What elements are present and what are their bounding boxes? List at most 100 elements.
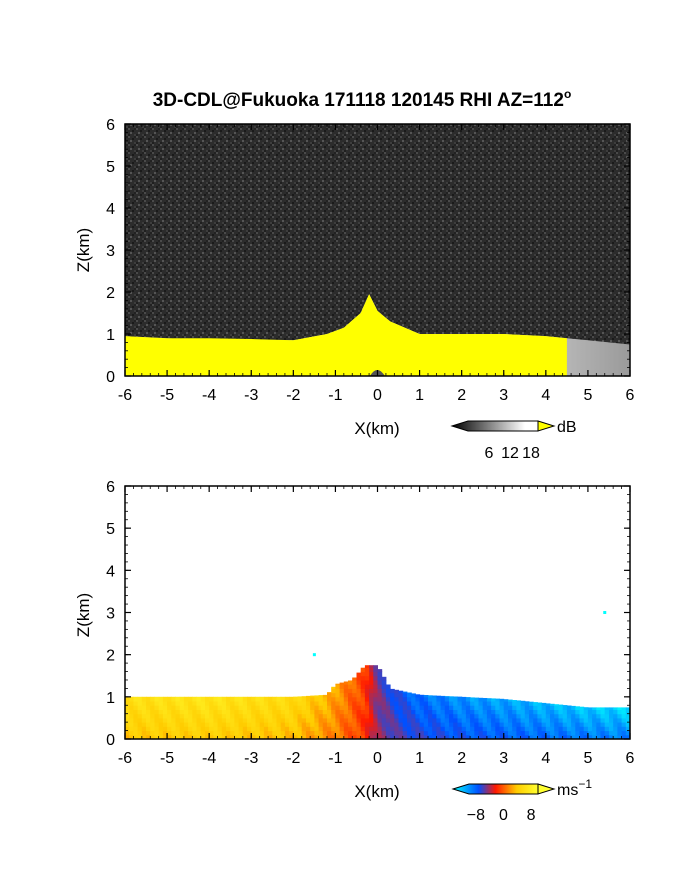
velocity-cell — [331, 734, 336, 739]
velocity-cell — [491, 713, 496, 719]
velocity-cell — [162, 709, 168, 715]
velocity-cell — [436, 713, 442, 719]
velocity-cell — [411, 722, 416, 727]
velocity-cell — [398, 696, 404, 702]
velocity-cell — [470, 705, 475, 710]
tick-group: -6 -5 -4 -3 -2 -1 0 1 2 3 4 5 6 0 1 2 3 4 5 6 — [106, 479, 634, 767]
velocity-cell — [377, 722, 383, 727]
velocity-cell — [436, 730, 442, 736]
velocity-cell — [516, 730, 522, 736]
velocity-cell — [348, 692, 353, 698]
velocity-cell — [162, 696, 168, 702]
velocity-cell — [583, 713, 589, 719]
velocity-cell — [432, 705, 437, 710]
velocity-cell — [154, 730, 160, 736]
velocity-cell — [205, 696, 210, 702]
velocity-cell — [516, 709, 522, 715]
velocity-cell — [310, 734, 315, 739]
velocity-cell — [529, 726, 534, 732]
velocity-cell — [259, 722, 265, 727]
velocity-cell — [390, 722, 395, 727]
velocity-cell — [453, 722, 458, 727]
velocity-cell — [348, 701, 353, 706]
velocity-cell — [293, 722, 298, 727]
velocity-cell — [470, 717, 475, 723]
velocity-cell — [306, 722, 311, 727]
velocity-cell — [385, 709, 391, 715]
velocity-cell — [562, 709, 568, 715]
velocity-cell — [402, 692, 408, 698]
velocity-cell — [402, 713, 408, 719]
velocity-cell — [369, 709, 374, 715]
velocity-cell — [503, 722, 509, 727]
velocity-cell — [499, 734, 505, 739]
velocity-cell — [465, 726, 471, 732]
velocity-cell — [272, 709, 277, 715]
velocity-cell — [263, 701, 269, 706]
velocity-cell — [583, 722, 589, 727]
velocity-cell — [609, 722, 614, 727]
velocity-cell — [137, 701, 143, 706]
velocity-cell — [609, 730, 614, 736]
velocity-cell — [373, 717, 378, 723]
velocity-cell — [440, 713, 446, 719]
velocity-cell — [369, 726, 374, 732]
velocity-cell — [221, 713, 227, 719]
velocity-cell — [604, 722, 610, 727]
velocity-cell — [272, 734, 277, 739]
velocity-cell — [289, 717, 294, 723]
velocity-cell — [364, 701, 370, 706]
velocity-cell — [449, 713, 454, 719]
velocity-cell — [419, 694, 425, 698]
y-tick-label: 3 — [106, 606, 115, 623]
velocity-cell — [150, 722, 155, 727]
velocity-cell — [381, 722, 387, 727]
velocity-cell — [171, 730, 176, 736]
velocity-cell — [457, 717, 463, 723]
velocity-cell — [449, 722, 454, 727]
velocity-cell — [411, 730, 416, 736]
x-tick-label: -2 — [286, 387, 300, 404]
velocity-cell — [432, 701, 437, 706]
colorbar: dB 6 12 18 — [450, 419, 577, 462]
velocity-cell — [381, 692, 387, 698]
y-axis-label: Z(km) — [74, 228, 93, 272]
velocity-cell — [209, 705, 214, 710]
velocity-cell — [428, 726, 433, 732]
velocity-cell — [183, 709, 189, 715]
velocity-cell — [394, 717, 399, 723]
velocity-cell — [440, 709, 446, 715]
velocity-cell — [491, 730, 496, 736]
velocity-cell — [377, 705, 383, 710]
velocity-cell — [293, 701, 298, 706]
velocity-cell — [167, 726, 172, 732]
velocity-cell — [343, 730, 349, 736]
velocity-cell — [238, 717, 244, 723]
velocity-cell — [352, 677, 357, 681]
velocity-cell — [600, 709, 606, 715]
velocity-cell — [205, 722, 210, 727]
velocity-cell — [360, 734, 366, 739]
velocity-cell — [537, 734, 543, 739]
velocity-cell — [331, 696, 336, 702]
velocity-cell — [339, 730, 345, 736]
velocity-cell — [621, 726, 627, 732]
velocity-cell — [419, 734, 425, 739]
velocity-cell — [230, 696, 235, 702]
velocity-cell — [369, 730, 374, 736]
velocity-cell — [339, 692, 345, 698]
velocity-cell — [503, 730, 509, 736]
velocity-cell — [293, 734, 298, 739]
velocity-cell — [394, 726, 399, 732]
velocity-cell — [364, 667, 370, 672]
velocity-cell — [348, 722, 353, 727]
velocity-cell — [360, 701, 366, 706]
velocity-cell — [251, 709, 256, 715]
velocity-cell — [352, 696, 357, 702]
velocity-cell — [621, 734, 627, 739]
velocity-cell — [137, 730, 143, 736]
velocity-cell — [360, 684, 366, 689]
velocity-cell — [183, 717, 189, 723]
velocity-cell — [394, 689, 399, 694]
velocity-cell — [209, 730, 214, 736]
